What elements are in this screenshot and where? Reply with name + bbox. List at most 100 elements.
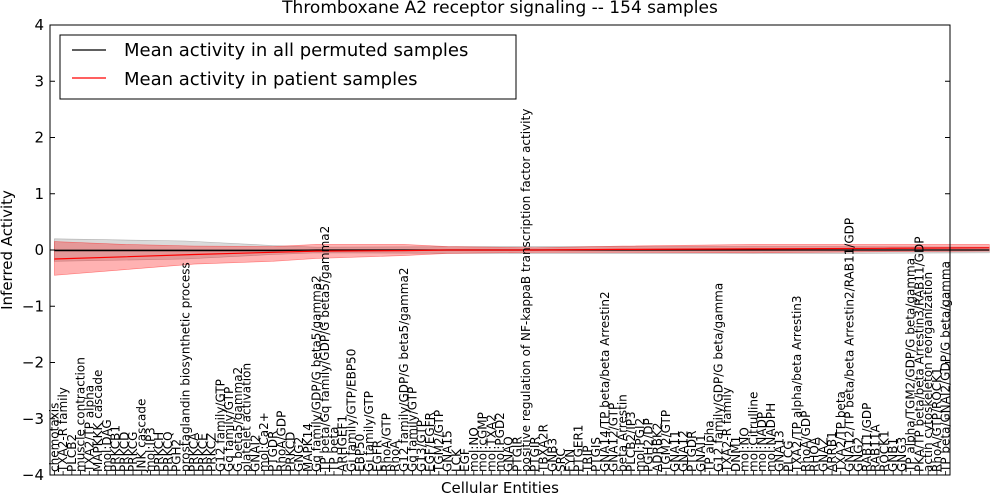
x-tick-label: G13/GTP: [414, 420, 428, 472]
plot-frame: [49, 24, 951, 476]
x-tick-label: FYN: [563, 449, 577, 472]
y-tick-label: 1: [34, 185, 44, 203]
legend: Mean activity in all permuted samples Me…: [59, 34, 517, 100]
x-tick-label: RhoA/GDP: [799, 411, 813, 472]
x-tick-label: PRKCQ: [161, 431, 175, 472]
x-tick-label: GNB3: [545, 438, 559, 472]
x-tick-label: actin cytoskeleton reorganization: [921, 272, 935, 472]
x-tick-label: mol:Citrulline: [746, 392, 760, 472]
x-tick-label: TP beta/GNAI2/GDP/G beta/gamma: [939, 261, 953, 473]
x-tick-label: Gq family/GTP: [406, 387, 420, 472]
x-tick-label: beta Arrestin: [615, 394, 629, 472]
x-tick-label: TP alpha: [703, 420, 717, 473]
x-tick-label: Gq family/GDP/G beta5/gamma2: [310, 275, 324, 472]
x-axis-label: Cellular Entities: [441, 479, 559, 497]
x-tick-label: prostaglandin biosynthetic process: [178, 262, 192, 472]
x-tick-label: mol:NO: [467, 427, 481, 472]
x-tick-label: TP alpha/TGM2/GDP/G beta/gamma: [904, 258, 918, 473]
x-tick-label: PTGIR: [511, 436, 525, 472]
x-tick-label: mol:PGI2: [633, 418, 647, 472]
x-tick-label: RAB11A: [869, 423, 883, 472]
x-tick-label: chemotaxis: [47, 403, 61, 472]
x-tick-label: TXA2/TP beta: [834, 391, 848, 473]
x-tick-label: PTGIS: [589, 437, 603, 472]
x-tick-label: PLCG: [781, 440, 795, 472]
x-tick-label: GNAI2: [248, 434, 262, 472]
x-tick-label: TXA2-R family: [720, 387, 734, 473]
x-tick-label: EGFR: [371, 440, 385, 472]
x-tick-label: LCK: [449, 448, 463, 472]
x-tick-label: positive regulation of NF-kappaB transcr…: [519, 109, 533, 472]
x-tick-label: PRKCB1: [109, 425, 123, 472]
series-1-line: [54, 247, 990, 260]
x-tick-label: PTGDR: [266, 431, 280, 472]
x-tick-label: EBP50: [353, 434, 367, 472]
x-tick-label: GNA14/TP beta/beta Arrestin2: [598, 291, 612, 472]
x-tick-label: RAB11/GDP: [860, 403, 874, 472]
chart-title: Thromboxane A2 receptor signaling -- 154…: [281, 0, 718, 18]
x-tick-label: PRKCD: [283, 432, 297, 472]
x-tick-label: ADRBK2: [650, 422, 664, 472]
x-tick-label: GNG3: [895, 437, 909, 472]
x-tick-label: G12 family/GTP: [213, 379, 227, 472]
x-tick-label: ROCK1: [878, 430, 892, 472]
x-tick-label: Gi family/GTP: [362, 391, 376, 472]
y-tick-label: 2: [34, 129, 44, 147]
x-tick-label: RhoA/GDP: [275, 411, 289, 472]
x-tick-label: mol:NADPH: [764, 403, 778, 472]
x-tick-label: RHOA: [808, 436, 822, 472]
x-tick-label: EGF/EGFR: [423, 412, 437, 472]
x-tick-label: GNA12/TP beta/beta Arrestin2/RAB11/GDP: [843, 218, 857, 472]
x-tick-label: Gi family/GTP/EBP50: [345, 349, 359, 472]
x-tick-label: mol:IP3: [144, 427, 158, 472]
x-tick-label: PRKCZ: [205, 433, 219, 472]
x-tick-label: PRKCA: [187, 432, 201, 472]
x-tick-label: TXA2/TP alpha: [82, 385, 96, 473]
x-tick-label: mol:NO: [738, 427, 752, 472]
x-tick-label: RhoA/GTP/ROCK1: [930, 367, 944, 472]
x-tick-label: PTGDR: [685, 431, 699, 472]
x-tick-label: PTGER1: [572, 425, 586, 472]
legend-box: [59, 34, 517, 100]
x-tick-label: GNA13: [773, 430, 787, 472]
x-tick-label: TP beta/Gq family/GDP/G beta5/gamma2: [318, 226, 332, 473]
x-tick-label: mol:cGMP: [476, 412, 490, 472]
x-tick-label: Gq family/GTP: [222, 387, 236, 472]
y-tick-label: −4: [22, 466, 44, 484]
x-tick-label: mol:DAG: [100, 419, 114, 472]
y-axis-label: Inferred Activity: [0, 190, 16, 310]
x-tick-label: TXA2/TP alpha/beta Arrestin3: [790, 295, 804, 473]
x-tick-label: ARHGEF1: [336, 415, 350, 472]
x-tick-label: GNA12/GTP: [607, 403, 621, 472]
legend-permuted-label: Mean activity in all permuted samples: [124, 40, 468, 61]
x-tick-label: RhoA: [388, 440, 402, 472]
x-tick-label: GNAQ: [502, 436, 516, 472]
x-tick-label: mol:PGD2: [493, 412, 507, 472]
x-tick-label: mol:TXA2: [484, 414, 498, 472]
x-tick-label: JNK cascade: [135, 399, 149, 473]
x-tick-label: TGM2/GTP: [659, 410, 673, 473]
x-tick-label: TGM2/GTP: [432, 410, 446, 473]
x-tick-label: PLCB2: [65, 434, 79, 472]
x-tick-label: PRKCE: [196, 433, 210, 472]
x-tick-label: GNG2: [292, 437, 306, 472]
x-tick-label: PTGIR: [528, 436, 542, 472]
x-tick-label: PGH2: [170, 439, 184, 472]
x-tick-label: TP beta: [327, 427, 341, 473]
y-tick-label: −1: [22, 297, 44, 315]
x-tick-label: GNA15: [441, 430, 455, 472]
x-tick-label: platelet activation: [240, 363, 254, 472]
x-tick-label: MAPKKK cascade: [91, 370, 105, 472]
x-tick-label: GNAZ: [816, 437, 830, 472]
x-tick-label: PLCB2/IP3: [624, 411, 638, 472]
x-tick-label: EGF: [458, 448, 472, 472]
x-tick-label: TXA2-R family: [56, 387, 70, 473]
y-tick-label: 4: [34, 16, 44, 34]
x-tick-label: DNM1: [729, 436, 743, 472]
x-tick-label: muscle contraction: [74, 357, 88, 472]
y-tick-label: 3: [34, 72, 44, 90]
x-tick-label: TBXA2R: [537, 424, 551, 473]
x-tick-label: GNAI1: [694, 434, 708, 472]
x-tick-label: mol:Ca2+: [257, 412, 271, 472]
